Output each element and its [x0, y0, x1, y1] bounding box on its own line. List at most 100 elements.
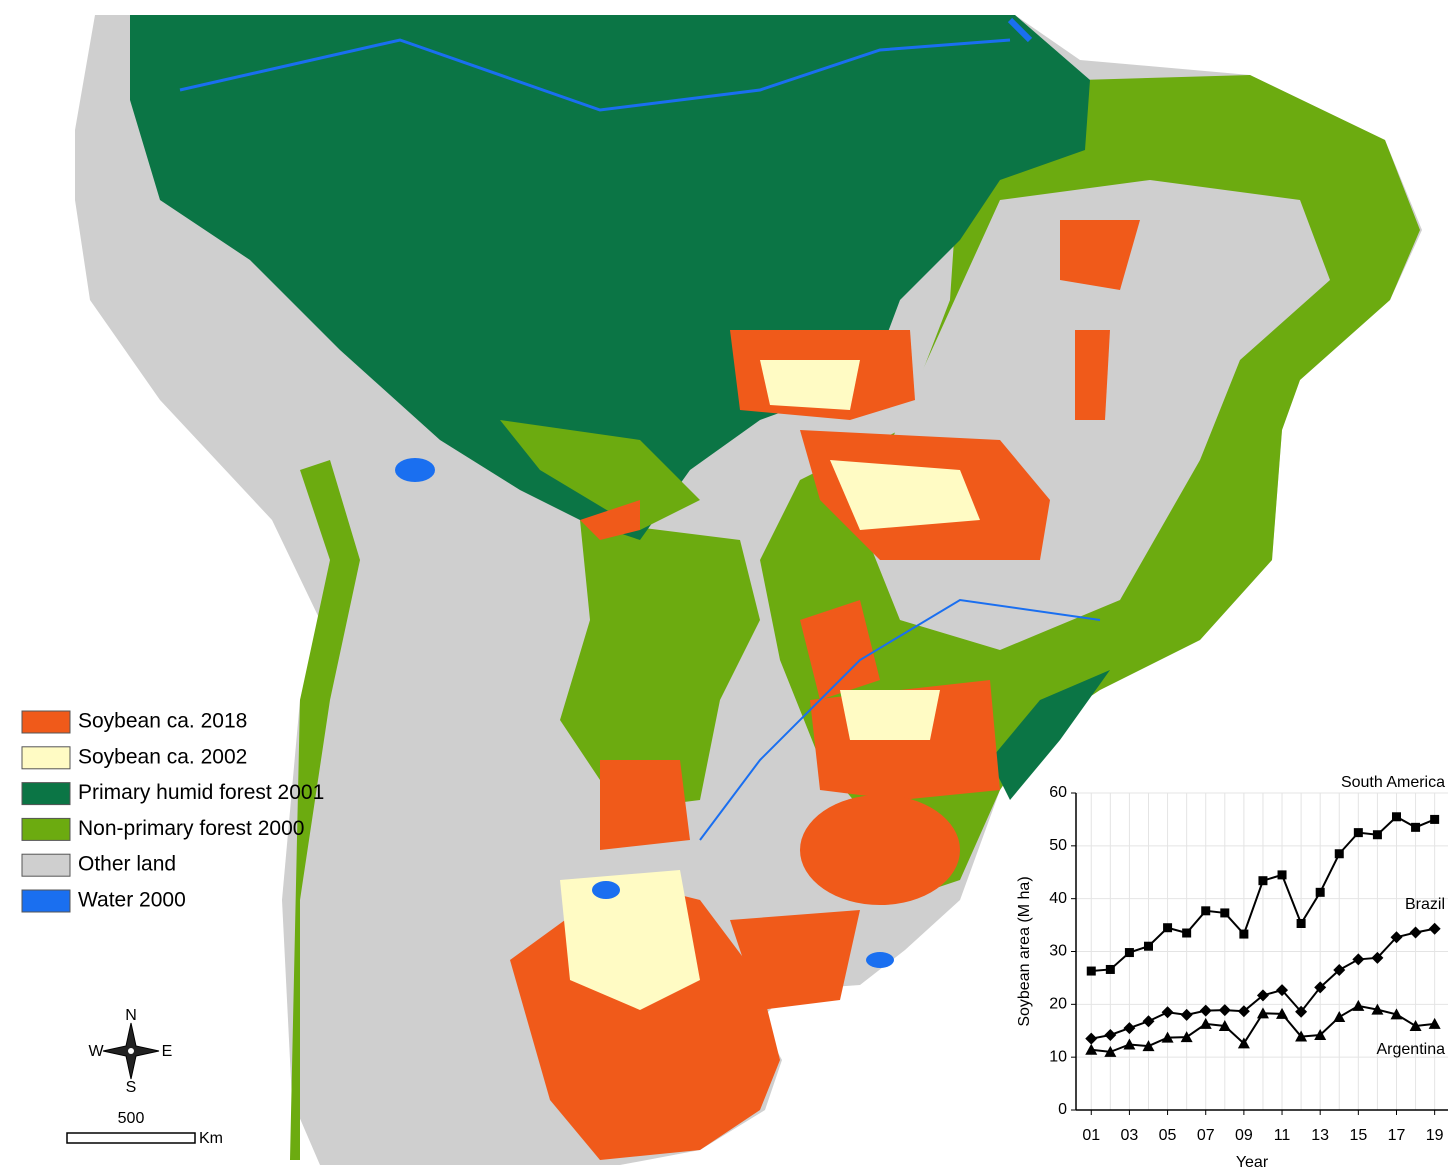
marker: [1105, 964, 1115, 974]
map: Soybean ca. 2018 Soybean ca. 2002 Primary …: [21, 15, 1422, 1165]
marker: [1371, 1003, 1384, 1015]
marker: [1123, 1038, 1136, 1050]
marker: [1352, 953, 1365, 966]
marker: [1124, 948, 1134, 958]
atlantic-forest: [990, 670, 1110, 800]
x-tick-label: 09: [1235, 1127, 1253, 1144]
compass-w: W: [88, 1043, 104, 1060]
marker: [1277, 870, 1287, 880]
y-tick-label: 20: [1049, 996, 1067, 1013]
marker: [1237, 1037, 1250, 1049]
y-tick-label: 30: [1049, 943, 1067, 960]
marker: [1352, 999, 1365, 1011]
marker: [1409, 1019, 1422, 1031]
y-tick-label: 50: [1049, 837, 1067, 854]
compass-s: S: [126, 1079, 137, 1096]
river: [699, 598, 1101, 841]
marker: [1333, 963, 1346, 976]
marker: [1371, 951, 1384, 964]
soy-2002-patch: [830, 460, 980, 530]
x-tick-label: 17: [1388, 1127, 1406, 1144]
marker: [1428, 1017, 1441, 1029]
compass-n: N: [125, 1007, 137, 1024]
marker: [1314, 981, 1327, 994]
marker: [1161, 1031, 1174, 1043]
y-tick-label: 40: [1049, 890, 1067, 907]
y-tick-label: 60: [1049, 784, 1067, 801]
marker: [1295, 1005, 1308, 1018]
water: [592, 881, 620, 899]
marker: [1333, 1011, 1346, 1023]
marker: [1372, 830, 1382, 840]
marker: [1163, 923, 1173, 933]
marker: [1218, 1019, 1231, 1031]
marker: [1218, 1004, 1231, 1017]
legend-label: Other land: [78, 853, 176, 876]
soy-2018-patch: [1075, 330, 1110, 420]
scale-bar: [66, 1132, 196, 1144]
marker: [1256, 989, 1269, 1002]
river: [179, 38, 1011, 112]
soy-2018-patch: [600, 760, 690, 850]
legend-label: Water 2000: [78, 889, 186, 912]
compass-e: E: [162, 1043, 173, 1060]
marker: [1220, 908, 1230, 918]
marker: [1086, 966, 1096, 976]
soy-2018-patch: [580, 500, 640, 540]
primary-forest: [130, 15, 1090, 540]
forest-edge: [500, 420, 700, 530]
marker: [1123, 1022, 1136, 1035]
series-label: South America: [1341, 774, 1445, 791]
marker: [1276, 1007, 1289, 1019]
marker: [1258, 876, 1268, 886]
marker: [1411, 822, 1421, 832]
water: [866, 952, 894, 968]
marker: [1428, 922, 1441, 935]
soy-2018-patch: [730, 910, 860, 1010]
marker: [1390, 1008, 1403, 1020]
legend-label: Soybean ca. 2002: [78, 745, 247, 768]
legend-swatch: [21, 853, 71, 877]
andes-forest: [290, 460, 360, 1160]
soy-2018-patch: [1060, 220, 1140, 290]
marker: [1256, 1007, 1269, 1019]
series-label: Argentina: [1377, 1041, 1446, 1058]
x-tick-label: 07: [1197, 1127, 1215, 1144]
series-label: Brazil: [1405, 896, 1445, 913]
marker: [1239, 929, 1249, 939]
scale-length: 500: [118, 1110, 145, 1127]
marker: [1085, 1043, 1098, 1055]
marker: [1085, 1032, 1098, 1045]
marker: [1142, 1015, 1155, 1028]
marker: [1353, 828, 1363, 838]
marker: [1199, 1017, 1212, 1029]
marker: [1391, 812, 1401, 822]
marker: [1104, 1045, 1117, 1057]
x-tick-label: 13: [1311, 1127, 1329, 1144]
marker: [1334, 849, 1344, 859]
marker: [1276, 984, 1289, 997]
marker: [1409, 926, 1422, 939]
y-axis-title: Soybean area (M ha): [1016, 876, 1033, 1026]
marker: [1182, 928, 1192, 938]
legend-swatch: [21, 817, 71, 841]
x-tick-label: 05: [1159, 1127, 1177, 1144]
x-tick-label: 01: [1082, 1127, 1100, 1144]
legend-swatch: [21, 746, 71, 770]
marker: [1237, 1005, 1250, 1018]
water: [395, 458, 435, 482]
soy-2018-patch: [800, 600, 880, 700]
marker: [1295, 1030, 1308, 1042]
marker: [1296, 918, 1306, 928]
chaco-forest: [560, 520, 760, 810]
soy-2002-patch: [760, 360, 860, 410]
marker: [1201, 906, 1211, 916]
marker: [1199, 1004, 1212, 1017]
marker: [1314, 1028, 1327, 1040]
marker: [1180, 1008, 1193, 1021]
legend-swatch: [21, 889, 71, 913]
legend-swatch: [21, 782, 71, 806]
legend-label: Primary humid forest 2001: [78, 781, 324, 804]
